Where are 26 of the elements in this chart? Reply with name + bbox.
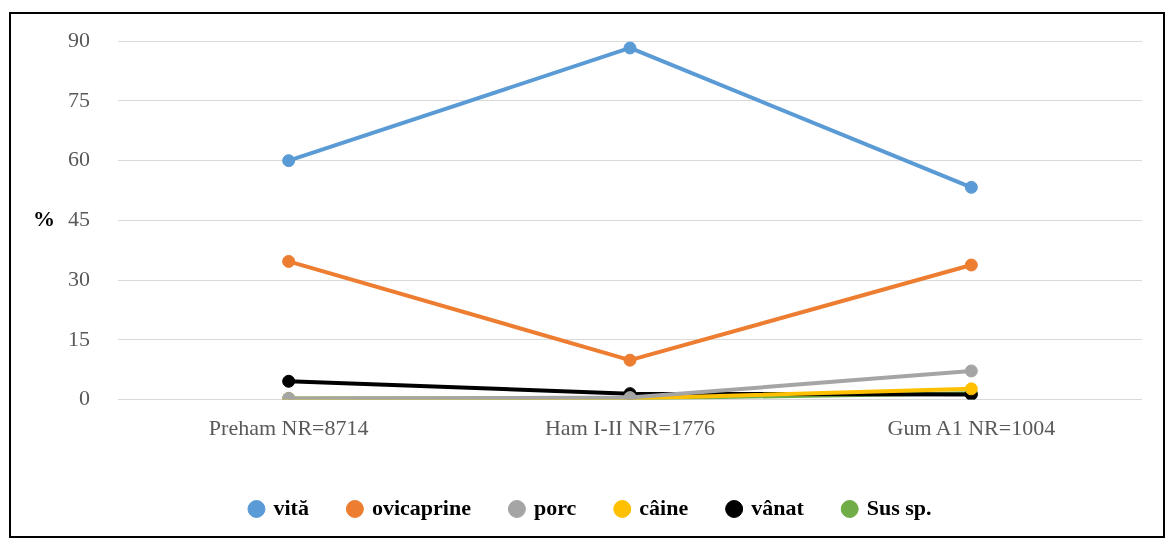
- point: [964, 258, 978, 272]
- y-tick-label: 15: [68, 325, 90, 351]
- y-axis-title: %: [33, 206, 55, 232]
- y-tick-label: 0: [79, 385, 90, 411]
- x-tick-label: Ham I-II NR=1776: [544, 414, 716, 440]
- point: [623, 41, 637, 55]
- point: [282, 254, 296, 268]
- point: [964, 180, 978, 194]
- y-tick-label: 45: [68, 206, 90, 232]
- point: [964, 364, 978, 378]
- x-tick-label: Gum A1 NR=1004: [887, 414, 1056, 440]
- legend-label: vânat: [751, 494, 805, 520]
- legend-label: câine: [639, 494, 689, 520]
- point: [282, 154, 296, 168]
- y-tick-label: 30: [68, 265, 90, 291]
- point: [282, 374, 296, 388]
- legend-label: ovicaprine: [371, 494, 472, 520]
- point: [623, 353, 637, 367]
- legend-label: vită: [273, 494, 309, 520]
- point: [964, 382, 978, 396]
- legend-label: porc: [533, 494, 577, 520]
- x-tick-label: Preham NR=8714: [208, 414, 369, 440]
- y-tick-label: 60: [68, 146, 90, 172]
- legend-label: Sus sp.: [866, 494, 932, 520]
- y-tick-label: 90: [68, 26, 90, 52]
- y-tick-label: 75: [68, 86, 90, 112]
